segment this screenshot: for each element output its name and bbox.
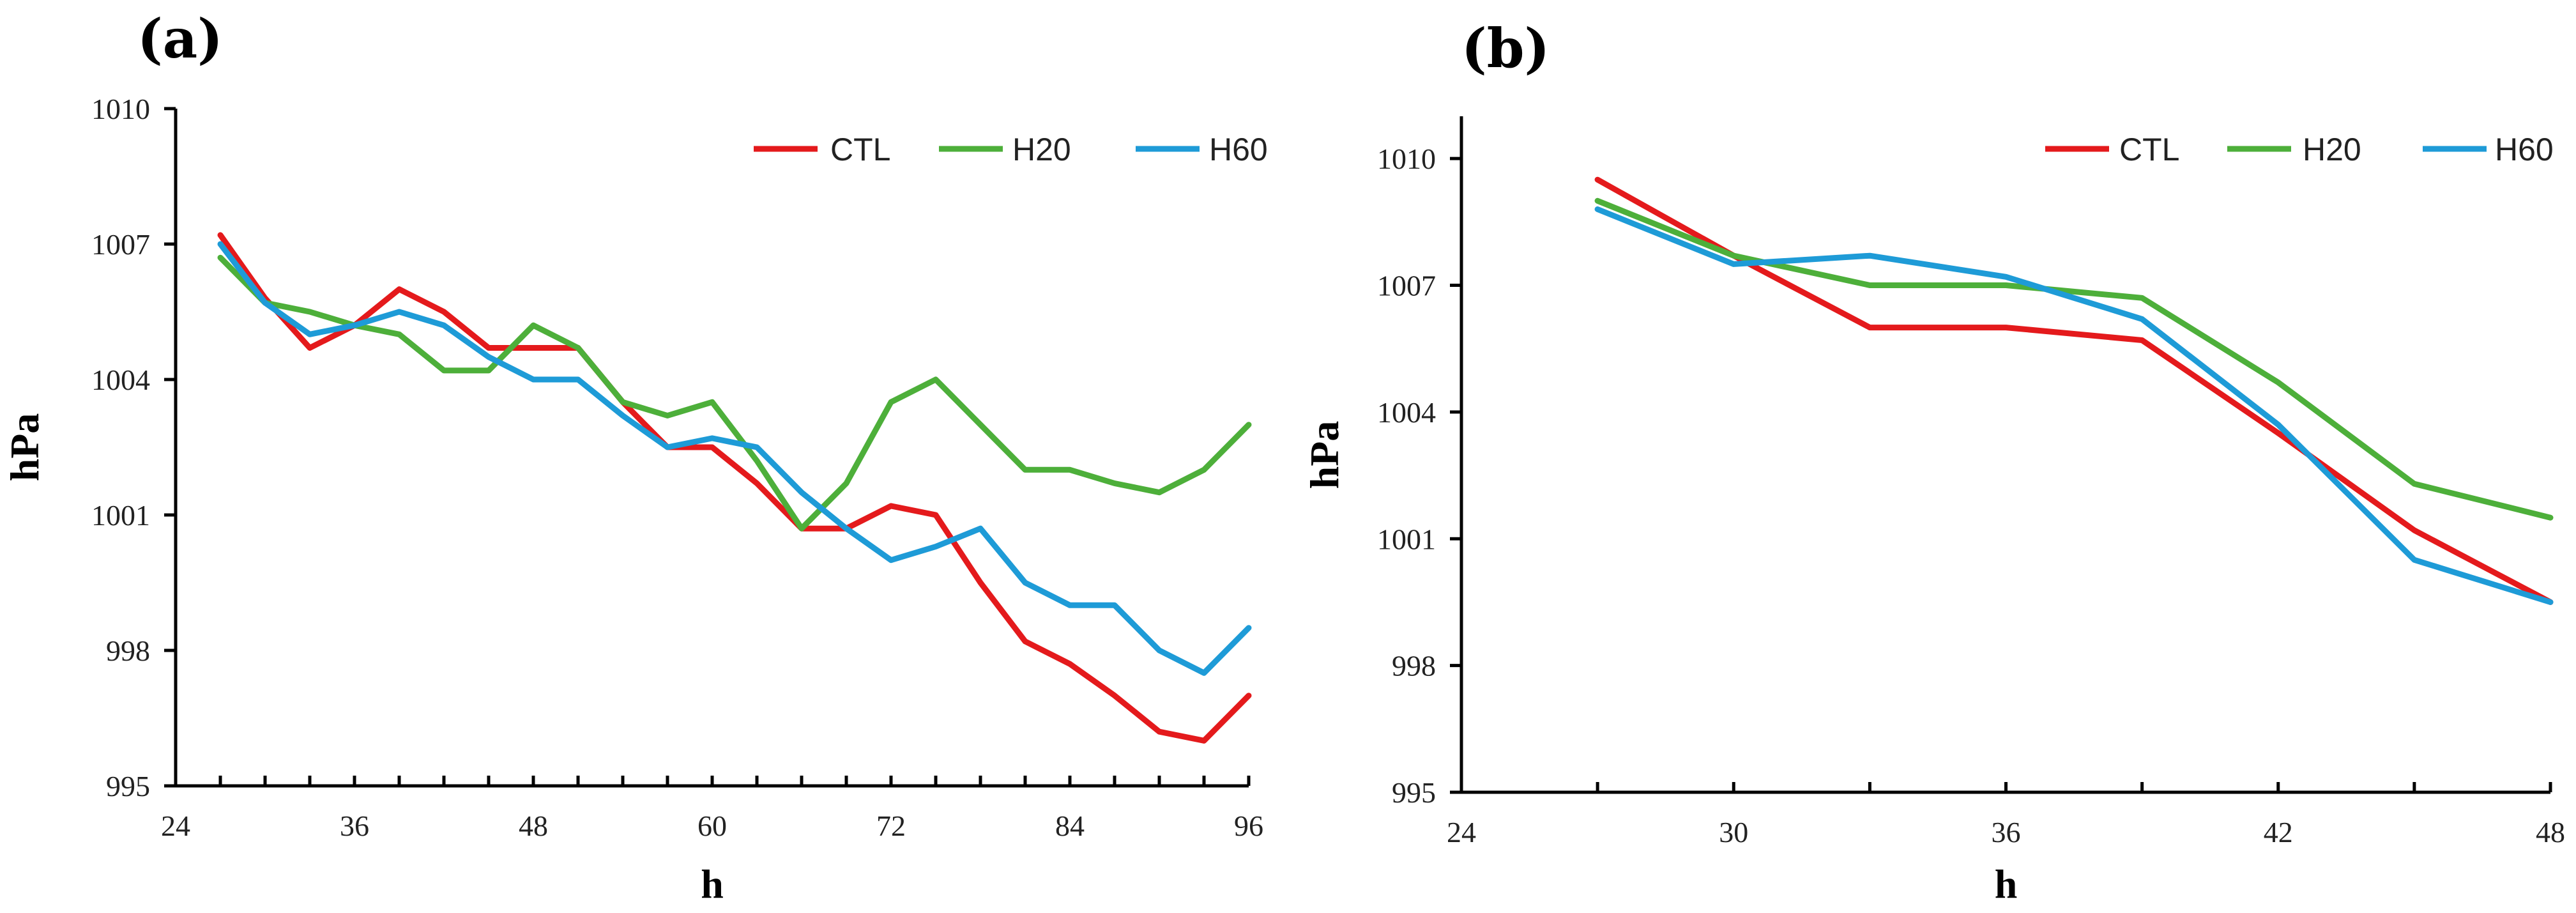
panel-a: (a) 995 998 1001 1004 1007 1010 24 36 48 60 72 84 96 h… <box>2 7 1268 907</box>
legend-label-h60: H60 <box>1209 132 1268 167</box>
y-tick-label: 1007 <box>91 228 150 261</box>
x-axis-title: h <box>1995 861 2018 907</box>
x-tick-label: 36 <box>1992 816 2021 848</box>
legend-label-ctl: CTL <box>2119 132 2179 167</box>
x-tick-label: 42 <box>2264 816 2293 848</box>
panel-label: (a) <box>137 7 223 70</box>
series-line-ctl <box>217 232 1252 744</box>
x-tick-label: 48 <box>2536 816 2565 848</box>
legend-label-h20: H20 <box>2303 132 2361 167</box>
legend-label-h60: H60 <box>2495 132 2554 167</box>
series-line-h60 <box>1594 206 2554 605</box>
y-tick-label: 1004 <box>91 364 150 396</box>
x-tick-label: 72 <box>876 809 906 842</box>
y-tick-label: 1001 <box>91 499 150 532</box>
series-line-h20 <box>217 254 1252 532</box>
series-line-ctl <box>1594 176 2554 605</box>
y-tick-label: 1004 <box>1377 396 1436 429</box>
x-tick-label: 96 <box>1234 809 1263 842</box>
y-tick-label: 998 <box>1392 650 1436 682</box>
y-tick-label: 1010 <box>1377 142 1436 175</box>
panel-b: (b) 995 998 1001 1004 1007 1010 24 30 36 42 48 h hPa C… <box>1302 17 2565 907</box>
x-tick-label: 24 <box>1447 816 1476 848</box>
y-tick-label: 1001 <box>1377 523 1436 555</box>
x-tick-label: 30 <box>1719 816 1748 848</box>
legend-label-ctl: CTL <box>830 132 890 167</box>
y-tick-label: 995 <box>1392 776 1436 809</box>
series-line-h60 <box>217 241 1252 676</box>
y-tick-label: 995 <box>106 770 150 802</box>
series-line-h20 <box>1594 197 2554 521</box>
x-tick-label: 84 <box>1055 809 1085 842</box>
panel-label: (b) <box>1461 17 1550 80</box>
x-tick-label: 60 <box>697 809 727 842</box>
y-tick-label: 1007 <box>1377 270 1436 302</box>
y-axis-title: hPa <box>1302 421 1347 489</box>
y-axis-title: hPa <box>2 413 47 482</box>
y-tick-label: 998 <box>106 634 150 667</box>
legend-label-h20: H20 <box>1012 132 1071 167</box>
x-tick-label: 36 <box>340 809 369 842</box>
y-tick-label: 1010 <box>91 93 150 125</box>
x-tick-label: 24 <box>161 809 190 842</box>
x-tick-label: 48 <box>519 809 548 842</box>
x-axis-title: h <box>701 861 724 907</box>
